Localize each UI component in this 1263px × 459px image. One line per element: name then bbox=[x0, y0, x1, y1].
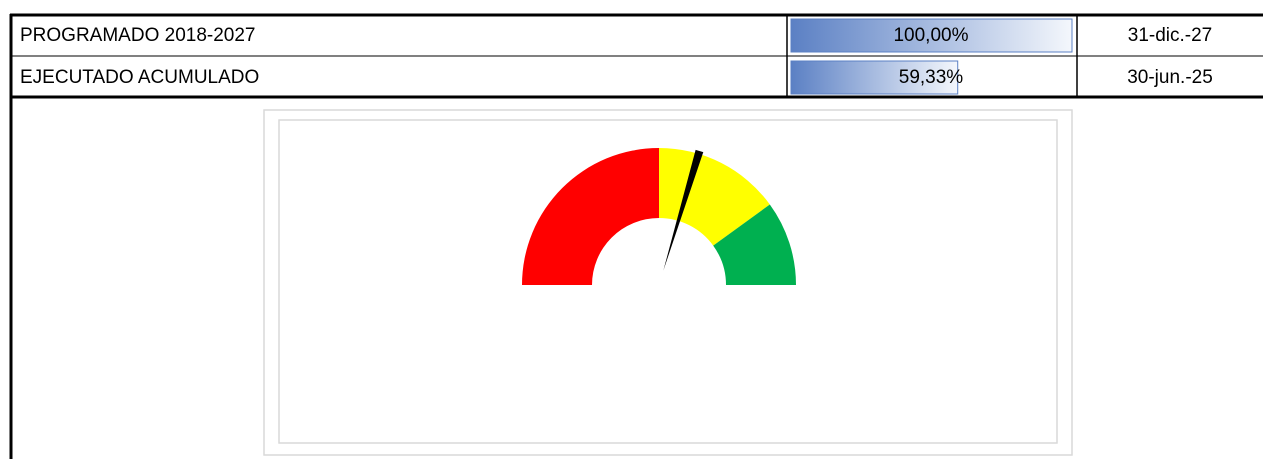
row-label: EJECUTADO ACUMULADO bbox=[20, 67, 259, 88]
data-bar bbox=[790, 18, 1073, 53]
gauge-segment bbox=[713, 204, 796, 285]
bar-label: 100,00% bbox=[893, 25, 968, 46]
plot-frame bbox=[278, 119, 1058, 444]
chart-frame bbox=[263, 109, 1073, 456]
row-label: PROGRAMADO 2018-2027 bbox=[20, 25, 256, 46]
date: 31-dic.-27 bbox=[1128, 25, 1213, 46]
gauge-segment bbox=[522, 148, 659, 285]
gauge-needle bbox=[663, 149, 704, 271]
data-bar bbox=[790, 60, 959, 95]
gauge-segment bbox=[659, 148, 770, 246]
bar-label: 59,33% bbox=[899, 67, 964, 88]
date: 30-jun.-25 bbox=[1127, 67, 1213, 88]
